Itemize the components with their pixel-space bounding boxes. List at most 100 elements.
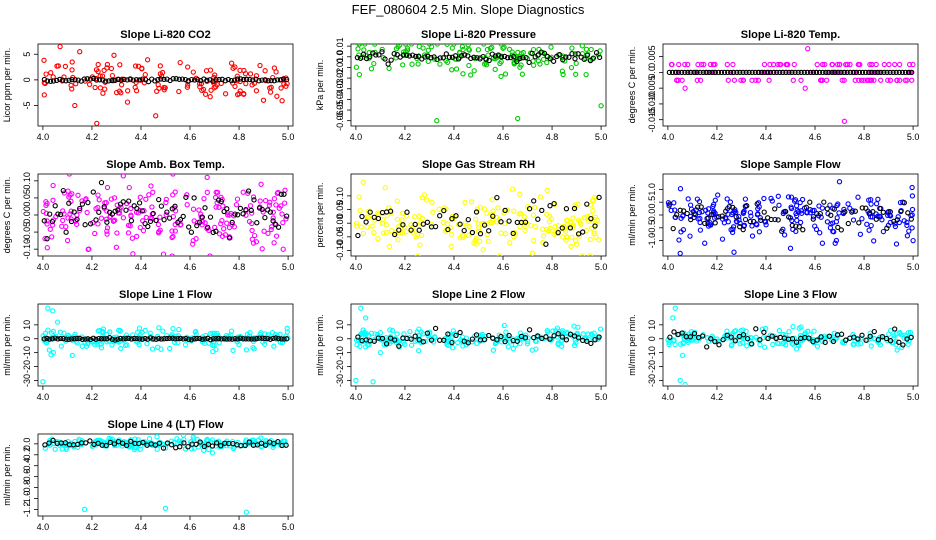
x-tick-label: 4.0 bbox=[662, 392, 675, 402]
data-point bbox=[563, 237, 569, 243]
data-point bbox=[250, 77, 256, 83]
data-point bbox=[100, 90, 106, 96]
data-point bbox=[893, 69, 899, 76]
data-point bbox=[50, 437, 56, 444]
data-point bbox=[136, 200, 143, 206]
data-point bbox=[490, 208, 496, 214]
x-tick-label: 4.8 bbox=[233, 522, 246, 532]
data-point bbox=[906, 61, 913, 68]
data-point bbox=[118, 204, 124, 210]
panel-title: Slope Li-820 Pressure bbox=[421, 29, 536, 41]
data-point bbox=[869, 214, 876, 220]
data-point bbox=[229, 221, 235, 228]
data-point bbox=[40, 379, 46, 385]
data-point bbox=[213, 346, 219, 353]
data-point bbox=[494, 337, 500, 343]
data-point bbox=[262, 77, 268, 83]
x-tick-label: 4.4 bbox=[448, 262, 461, 272]
data-point bbox=[158, 76, 164, 82]
y-tick-label: 0.5 bbox=[647, 196, 657, 209]
data-point bbox=[584, 338, 590, 344]
data-point bbox=[671, 329, 677, 335]
data-point bbox=[796, 224, 802, 230]
data-point bbox=[117, 62, 123, 68]
data-point bbox=[251, 197, 257, 203]
data-point bbox=[230, 347, 236, 354]
data-point bbox=[790, 341, 796, 347]
data-point bbox=[150, 210, 156, 217]
data-point bbox=[893, 241, 900, 247]
data-point bbox=[436, 206, 442, 212]
data-point bbox=[261, 228, 267, 234]
data-point bbox=[526, 327, 533, 333]
data-point bbox=[194, 436, 200, 442]
data-point bbox=[828, 221, 834, 227]
data-point bbox=[531, 198, 537, 204]
data-point bbox=[155, 344, 161, 350]
data-point bbox=[749, 233, 756, 239]
data-point bbox=[224, 220, 230, 226]
data-point bbox=[845, 201, 851, 207]
data-point bbox=[153, 113, 159, 119]
data-point bbox=[898, 208, 904, 215]
data-point bbox=[243, 336, 249, 342]
data-point bbox=[452, 53, 459, 59]
data-point bbox=[149, 346, 156, 352]
x-tick-label: 4.8 bbox=[233, 262, 246, 272]
data-point bbox=[894, 347, 900, 353]
data-point bbox=[772, 206, 778, 212]
data-point bbox=[457, 329, 463, 336]
data-point bbox=[697, 77, 704, 83]
data-point bbox=[251, 336, 257, 342]
data-point bbox=[744, 343, 750, 349]
data-point bbox=[274, 77, 281, 83]
x-tick-label: 4.4 bbox=[448, 132, 461, 142]
data-point bbox=[143, 196, 149, 202]
data-point bbox=[669, 69, 676, 76]
data-point bbox=[868, 343, 874, 349]
data-point bbox=[822, 339, 828, 346]
data-point bbox=[270, 335, 276, 342]
data-point bbox=[740, 226, 746, 233]
y-tick-label: 0.10 bbox=[22, 172, 32, 190]
data-point bbox=[900, 342, 906, 348]
data-point bbox=[437, 55, 443, 61]
data-point bbox=[670, 315, 676, 321]
x-tick-label: 4.6 bbox=[497, 262, 510, 272]
data-point bbox=[465, 340, 471, 346]
data-point bbox=[284, 329, 290, 335]
data-point bbox=[126, 184, 132, 191]
data-point bbox=[406, 53, 413, 59]
plot-frame bbox=[37, 303, 294, 387]
data-point bbox=[64, 237, 71, 244]
data-point bbox=[584, 213, 590, 220]
y-tick-label: 10 bbox=[22, 320, 32, 330]
data-point bbox=[207, 337, 214, 343]
data-point bbox=[901, 200, 907, 206]
data-point bbox=[180, 336, 186, 342]
data-point bbox=[213, 76, 219, 83]
data-point bbox=[284, 213, 290, 219]
data-point bbox=[87, 336, 94, 343]
data-point bbox=[764, 69, 771, 76]
x-tick-label: 4.4 bbox=[760, 262, 773, 272]
data-point bbox=[588, 46, 594, 53]
data-point bbox=[93, 67, 100, 73]
data-point bbox=[50, 197, 56, 203]
data-point bbox=[875, 337, 882, 343]
data-point bbox=[875, 69, 881, 76]
data-point bbox=[247, 76, 253, 83]
data-point bbox=[117, 335, 124, 342]
data-point bbox=[587, 236, 593, 243]
data-point bbox=[886, 331, 892, 337]
data-point bbox=[502, 207, 508, 214]
data-point bbox=[248, 336, 254, 342]
data-point bbox=[127, 223, 133, 229]
data-point bbox=[397, 44, 403, 48]
x-tick-label: 4.4 bbox=[135, 262, 148, 272]
data-point bbox=[824, 206, 830, 212]
data-point bbox=[836, 61, 843, 68]
